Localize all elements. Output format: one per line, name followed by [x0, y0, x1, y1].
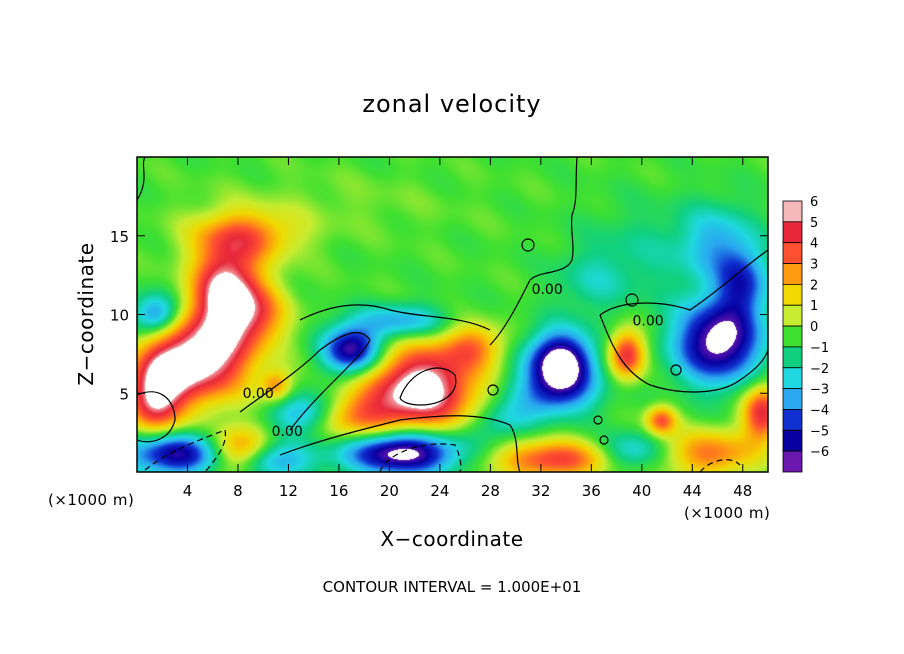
contour-labels: 0.00 0.00 0.00 0.00 [243, 282, 664, 440]
x-tick-label: 12 [279, 482, 298, 500]
zero-contour [136, 156, 146, 201]
small-contour [593, 415, 603, 425]
colorbar-tick-label: −5 [810, 424, 829, 439]
colorbar-tick-label: −6 [810, 445, 829, 460]
small-contour [625, 293, 639, 307]
x-tick-label: 8 [233, 482, 243, 500]
plot-field-container [137, 157, 768, 472]
small-contour [670, 364, 682, 376]
colorbar-swatch [782, 388, 803, 410]
contour-label: 0.00 [272, 424, 303, 440]
x-tick-label: 44 [683, 482, 702, 500]
neg-contour [379, 443, 462, 473]
x-axis-ticks: 4 8 12 16 20 24 28 32 36 40 44 48 [183, 157, 752, 500]
colorbar-swatch [782, 283, 803, 306]
y-tick-label: 5 [119, 385, 129, 403]
x-tick-label: 4 [183, 482, 193, 500]
x-axis-label: X−coordinate [380, 527, 523, 551]
colorbar: 6 5 4 3 2 1 0 −1 −2 −3 −4 −5 −6 [782, 195, 829, 473]
zero-contour [599, 314, 769, 393]
y-tick-label: 15 [110, 228, 129, 246]
x-tick-label: 20 [380, 482, 399, 500]
x-tick-label: 28 [481, 482, 500, 500]
zero-contour [599, 249, 769, 316]
colorbar-tick-label: −1 [810, 341, 829, 356]
zero-contour [299, 304, 491, 331]
colorbar-tick-label: 6 [810, 195, 818, 210]
colorbar-tick-label: 4 [810, 237, 818, 252]
colorbar-swatch [782, 450, 803, 473]
y-tick-label: 10 [110, 307, 129, 325]
colorbar-tick-label: −4 [810, 403, 829, 418]
colorbar-tick-label: 1 [810, 299, 818, 314]
x-tick-label: 16 [329, 482, 348, 500]
x-tick-label: 48 [733, 482, 752, 500]
colorbar-tick-label: 2 [810, 278, 818, 293]
x-unit-left: (×1000 m) [48, 491, 134, 509]
contour-label: 0.00 [532, 282, 563, 298]
chart-title: zonal velocity [362, 90, 541, 118]
colorbar-tick-label: 5 [810, 216, 818, 231]
zero-contour [489, 156, 578, 346]
colorbar-swatch [782, 200, 803, 223]
x-tick-label: 24 [430, 482, 449, 500]
neg-contour [699, 459, 741, 473]
contour-label: 0.00 [633, 314, 664, 330]
zero-contour [279, 415, 521, 473]
contour-label: 0.00 [243, 386, 274, 402]
x-tick-label: 32 [531, 482, 550, 500]
colorbar-swatch [782, 409, 803, 431]
colorbar-swatch [782, 263, 803, 285]
colorbar-swatch [782, 325, 803, 348]
colorbar-tick-label: −2 [810, 362, 829, 377]
contour-lines [136, 156, 769, 473]
colorbar-tick-label: 0 [810, 320, 818, 335]
x-tick-label: 36 [582, 482, 601, 500]
small-contour [487, 384, 499, 396]
y-axis-label: Z−coordinate [74, 242, 98, 385]
colorbar-tick-label: 3 [810, 258, 818, 273]
x-tick-label: 40 [632, 482, 651, 500]
y-axis-ticks: 5 10 15 [110, 228, 768, 403]
velocity-heatmap [137, 157, 768, 472]
colorbar-swatch [782, 429, 803, 452]
colorbar-swatch [782, 304, 803, 327]
small-contour [521, 238, 535, 252]
zero-contour [239, 331, 371, 431]
small-contour [599, 435, 609, 445]
colorbar-swatch [782, 242, 803, 264]
neg-contour [399, 367, 457, 406]
colorbar-tick-label: −3 [810, 383, 829, 398]
zero-contour [136, 391, 176, 443]
contour-interval-note: CONTOUR INTERVAL = 1.000E+01 [323, 578, 582, 596]
colorbar-swatch [782, 221, 803, 244]
x-unit-right: (×1000 m) [684, 504, 770, 522]
neg-contour [144, 429, 227, 473]
colorbar-swatch [782, 346, 803, 369]
colorbar-swatch [782, 367, 803, 390]
